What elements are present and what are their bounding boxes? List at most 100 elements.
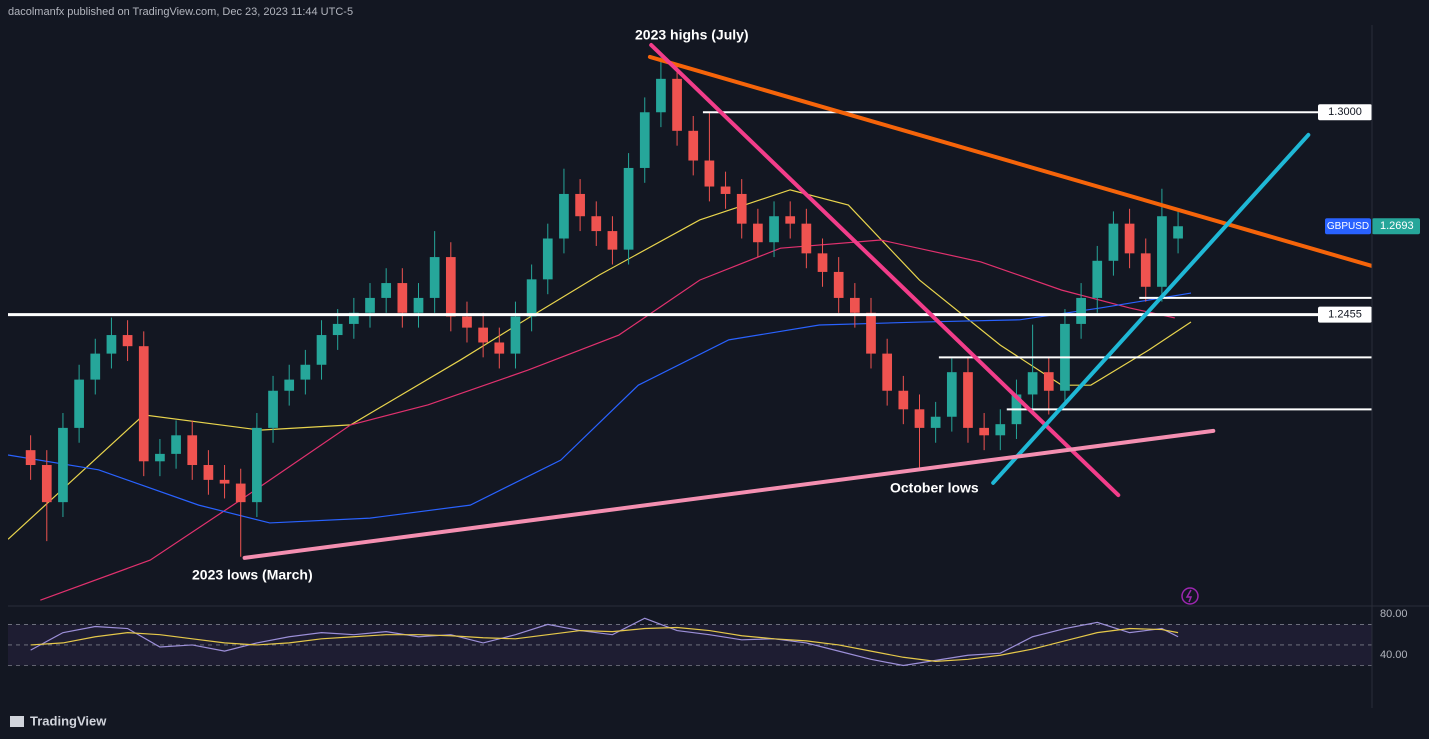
candle-body bbox=[995, 424, 1006, 436]
candle-body bbox=[510, 316, 521, 354]
last-price-tag bbox=[1372, 218, 1420, 235]
candle-body bbox=[74, 379, 84, 428]
candle-body bbox=[494, 342, 505, 354]
alert-icon-bolt bbox=[1185, 589, 1193, 603]
candle-body bbox=[1124, 223, 1135, 254]
candle-body bbox=[526, 279, 537, 317]
candle-body bbox=[672, 78, 682, 131]
candle-body bbox=[1076, 297, 1086, 324]
candle-body bbox=[769, 216, 779, 243]
candle-body bbox=[462, 316, 472, 328]
candle-body bbox=[187, 435, 198, 466]
candle-body bbox=[688, 130, 699, 161]
candle-body bbox=[736, 193, 747, 224]
candle-body bbox=[979, 427, 989, 436]
footer-bar bbox=[0, 708, 1429, 739]
candle-body bbox=[365, 297, 375, 313]
rsi-lines bbox=[30, 617, 1179, 667]
trendline bbox=[649, 43, 1121, 498]
candle-body bbox=[155, 453, 165, 462]
candle-body bbox=[833, 271, 844, 298]
symbol-tag-label: GBPUSD bbox=[1327, 221, 1369, 232]
candle-body bbox=[1092, 260, 1103, 298]
annotation: October lows bbox=[890, 480, 979, 496]
rsi-tick-label: 40.00 bbox=[1380, 649, 1408, 661]
candle-body bbox=[801, 223, 812, 254]
candle-body bbox=[381, 283, 392, 298]
candle-body bbox=[607, 231, 618, 250]
symbol-tag bbox=[1325, 218, 1371, 235]
candle-body bbox=[413, 297, 424, 313]
price-tag bbox=[1318, 104, 1372, 121]
candle-body bbox=[203, 465, 214, 480]
candle-body bbox=[914, 409, 925, 428]
trendline bbox=[647, 54, 1372, 268]
trendline bbox=[991, 132, 1311, 485]
candle-body bbox=[41, 465, 52, 503]
candle-body bbox=[106, 335, 117, 354]
candle-body bbox=[1157, 216, 1167, 287]
candle-body bbox=[930, 416, 941, 428]
last-price-label: 1.2693 bbox=[1380, 220, 1414, 232]
candle-body bbox=[122, 335, 133, 347]
annotation: 2023 lows (March) bbox=[192, 567, 313, 583]
candle-body bbox=[316, 335, 327, 365]
candle-body bbox=[58, 427, 68, 503]
candle-body bbox=[1173, 226, 1183, 239]
candle-body bbox=[171, 435, 181, 454]
candle-body bbox=[1043, 372, 1054, 391]
candle-body bbox=[656, 78, 666, 113]
footer-logo: TradingView bbox=[30, 713, 107, 728]
price-tag bbox=[1318, 306, 1372, 323]
candle-body bbox=[429, 257, 440, 298]
candle-body bbox=[138, 346, 149, 462]
candle-body bbox=[963, 372, 973, 428]
candle-body bbox=[397, 283, 408, 313]
candle-body bbox=[332, 323, 343, 336]
candle-body bbox=[849, 297, 860, 313]
header: dacolmanfx published on TradingView.com,… bbox=[8, 6, 353, 18]
candle-body bbox=[817, 253, 828, 272]
candle-body bbox=[639, 112, 650, 168]
candle-body bbox=[575, 193, 585, 217]
candle-body bbox=[25, 450, 36, 466]
trendline bbox=[242, 428, 1216, 560]
candle-body bbox=[235, 483, 246, 503]
candle-body bbox=[720, 186, 731, 194]
candle-body bbox=[898, 390, 909, 410]
footer-logo-icon bbox=[10, 716, 24, 727]
candle-body bbox=[268, 390, 278, 428]
candle-body bbox=[542, 238, 553, 280]
candle-body bbox=[445, 257, 456, 317]
rsi-line bbox=[30, 617, 1179, 667]
candle-body bbox=[90, 353, 101, 380]
candle-body bbox=[866, 312, 876, 354]
moving-average bbox=[8, 292, 1192, 524]
candle-body bbox=[591, 216, 602, 232]
rsi-tick-label: 80.00 bbox=[1380, 608, 1408, 620]
candle-body bbox=[284, 379, 295, 391]
candle-body bbox=[559, 193, 569, 239]
candle-body bbox=[704, 160, 715, 187]
candle-body bbox=[252, 427, 262, 503]
rsi-line bbox=[30, 626, 1179, 662]
candle-body bbox=[219, 479, 230, 484]
candle-body bbox=[300, 364, 311, 380]
alert-icon[interactable] bbox=[1181, 587, 1199, 605]
price-tag-label: 1.3000 bbox=[1328, 106, 1362, 118]
price-tag-label: 1.2455 bbox=[1328, 309, 1362, 321]
candle-body bbox=[946, 372, 957, 417]
candle-body bbox=[753, 223, 763, 243]
annotation: 2023 highs (July) bbox=[635, 27, 749, 43]
candle-body bbox=[623, 167, 634, 250]
candle-body bbox=[1027, 372, 1038, 395]
candle-body bbox=[478, 327, 488, 343]
candle-body bbox=[785, 216, 796, 224]
candle-body bbox=[349, 312, 359, 324]
candle-body bbox=[1108, 223, 1119, 261]
candle-body bbox=[882, 353, 893, 391]
candle-body bbox=[1140, 253, 1151, 287]
